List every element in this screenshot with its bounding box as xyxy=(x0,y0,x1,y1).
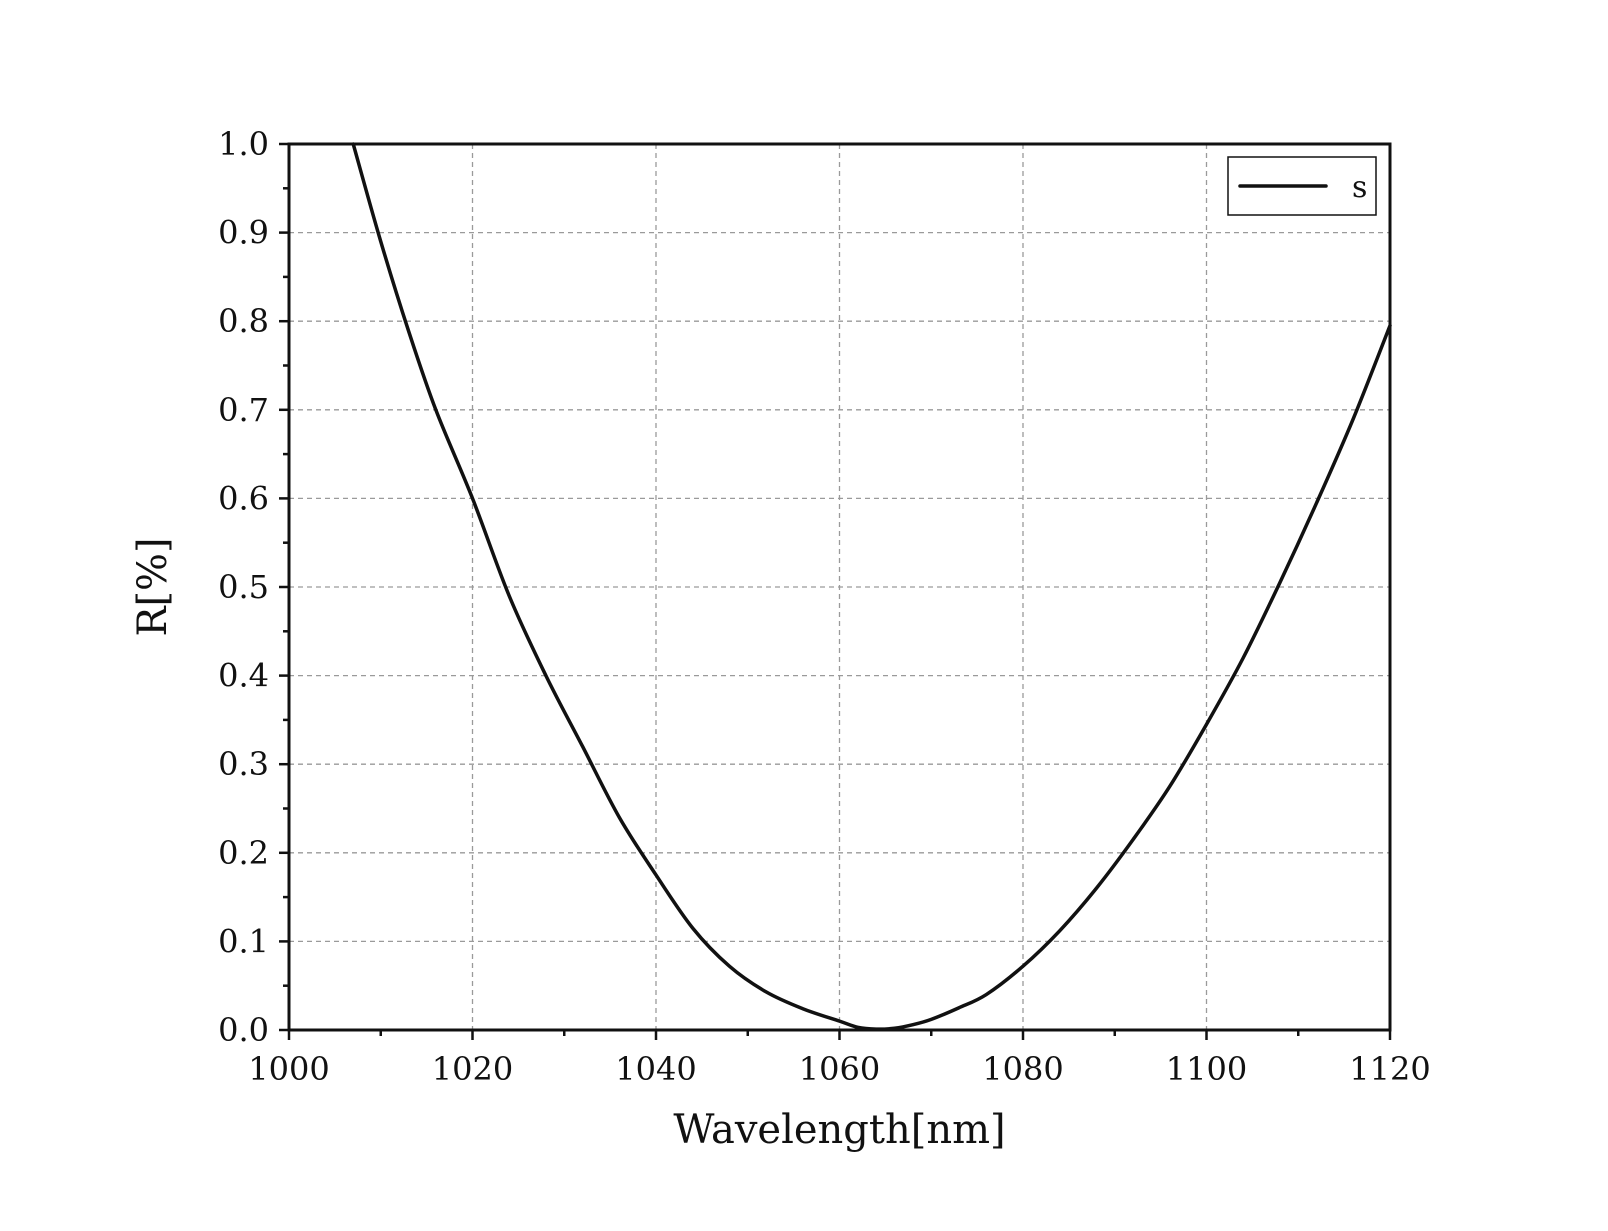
y-axis-title: R[%] xyxy=(130,537,176,636)
y-tick-label: 0.7 xyxy=(218,391,269,429)
x-tick-label: 1120 xyxy=(1349,1050,1430,1088)
y-tick-label: 1.0 xyxy=(218,125,269,163)
grid-lines xyxy=(289,144,1390,1030)
y-tick-label: 0.3 xyxy=(218,745,269,783)
y-tick-label: 0.4 xyxy=(218,657,269,695)
x-tick-label: 1000 xyxy=(248,1050,329,1088)
plot-frame xyxy=(287,142,1392,1032)
y-tick-label: 0.5 xyxy=(218,568,269,606)
x-tick-label: 1060 xyxy=(799,1050,880,1088)
y-tick-labels: 0.0 0.1 0.2 0.3 0.4 0.5 0.6 0.7 0.8 0.9 1.0 xyxy=(218,125,269,1049)
y-tick-label: 0.0 xyxy=(218,1011,269,1049)
x-axis-title: Wavelength[nm] xyxy=(673,1107,1005,1153)
x-tick-label: 1100 xyxy=(1166,1050,1247,1088)
y-tick-label: 0.2 xyxy=(218,834,269,872)
y-tick-label: 0.1 xyxy=(218,922,269,960)
y-tick-label: 0.6 xyxy=(218,479,269,517)
legend-label-s: s xyxy=(1352,170,1367,205)
y-tick-label: 0.9 xyxy=(218,214,269,252)
legend: s xyxy=(1227,156,1377,216)
y-tick-label: 0.8 xyxy=(218,302,269,340)
x-tick-label: 1020 xyxy=(432,1050,513,1088)
x-tick-label: 1040 xyxy=(615,1050,696,1088)
x-tick-labels: 1000 1020 1040 1060 1080 1100 1120 xyxy=(248,1050,1430,1088)
axis-ticks xyxy=(279,142,1392,1040)
x-tick-label: 1080 xyxy=(982,1050,1063,1088)
